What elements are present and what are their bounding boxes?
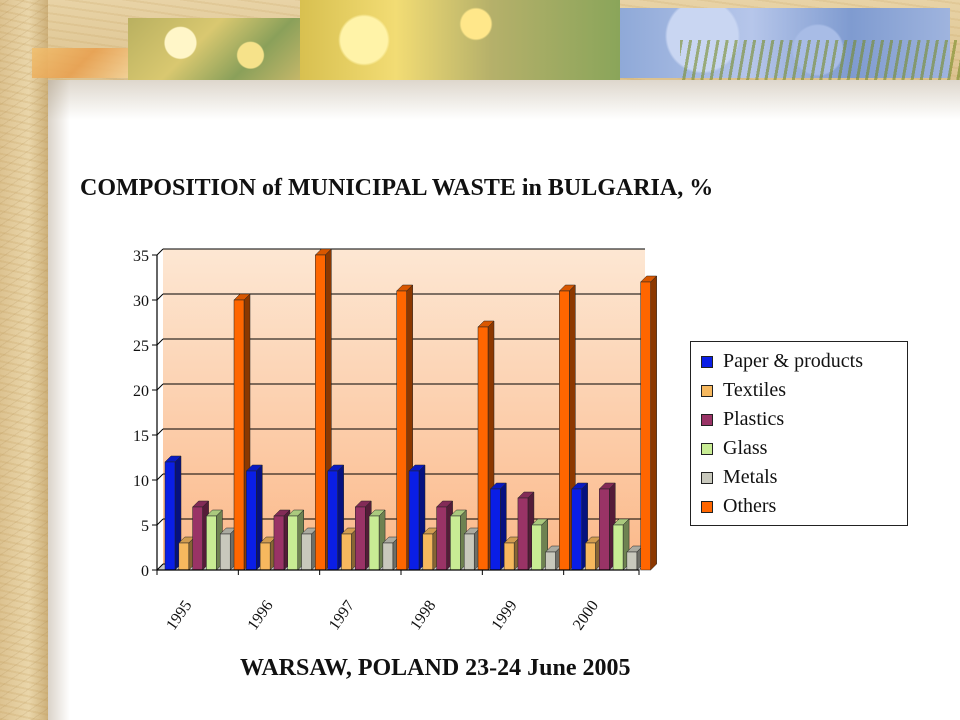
legend-item: Textiles xyxy=(701,376,907,405)
slide-title: COMPOSITION of MUNICIPAL WASTE in BULGAR… xyxy=(80,175,714,201)
banner-photo-flowers xyxy=(128,18,303,80)
y-tick-label: 10 xyxy=(133,473,149,490)
legend-label: Glass xyxy=(723,437,768,459)
y-tick-label: 25 xyxy=(133,338,149,355)
parchment-border-left xyxy=(0,0,48,720)
y-tick-label: 15 xyxy=(133,428,149,445)
gridline-depth xyxy=(156,293,164,301)
y-tick-label: 30 xyxy=(133,293,149,310)
legend-item: Others xyxy=(701,492,907,521)
legend-label: Plastics xyxy=(723,408,785,430)
side-shadow xyxy=(48,80,70,720)
legend-swatch xyxy=(701,471,713,484)
gridline-depth xyxy=(156,338,164,346)
y-tick-label: 5 xyxy=(141,518,149,535)
bar-glass-2000 xyxy=(612,518,630,571)
gridline-depth xyxy=(156,248,164,256)
legend-item: Paper & products xyxy=(701,347,907,376)
x-tick-label: 1995 xyxy=(163,597,195,633)
x-tick-label: 1999 xyxy=(489,597,521,633)
x-tick-label: 1996 xyxy=(245,597,277,633)
chart-legend: Paper & products Textiles Plastics Glass Met… xyxy=(690,341,908,526)
gridline-depth xyxy=(156,383,164,391)
legend-swatch xyxy=(701,384,713,397)
legend-item: Plastics xyxy=(701,405,907,434)
legend-swatch xyxy=(701,413,713,426)
banner-photo-grass xyxy=(680,40,960,80)
x-tick-label: 1997 xyxy=(326,597,358,633)
gridline-depth xyxy=(156,518,164,526)
x-tick-label: 1998 xyxy=(407,597,439,633)
legend-label: Others xyxy=(723,495,777,517)
legend-swatch xyxy=(701,500,713,513)
gridline-depth xyxy=(156,563,164,571)
legend-swatch xyxy=(701,442,713,455)
legend-label: Metals xyxy=(723,466,778,488)
banner-photo-yellow-flowers xyxy=(300,0,620,80)
gridline-depth xyxy=(156,428,164,436)
banner-photo-orange xyxy=(32,48,132,78)
slide-footer: WARSAW, POLAND 23-24 June 2005 xyxy=(240,655,631,681)
x-tick-label: 2000 xyxy=(570,597,602,633)
legend-item: Metals xyxy=(701,463,907,492)
legend-label: Textiles xyxy=(723,379,787,401)
legend-swatch xyxy=(701,355,713,368)
gridline-depth xyxy=(156,473,164,481)
bar-others-2000 xyxy=(640,275,658,571)
banner-shadow xyxy=(48,80,960,120)
bar-paper-products-1995 xyxy=(164,455,182,571)
legend-item: Glass xyxy=(701,434,907,463)
y-tick-label: 0 xyxy=(141,563,149,580)
legend-label: Paper & products xyxy=(723,350,863,372)
y-tick-label: 20 xyxy=(133,383,149,400)
y-tick-label: 35 xyxy=(133,248,149,265)
